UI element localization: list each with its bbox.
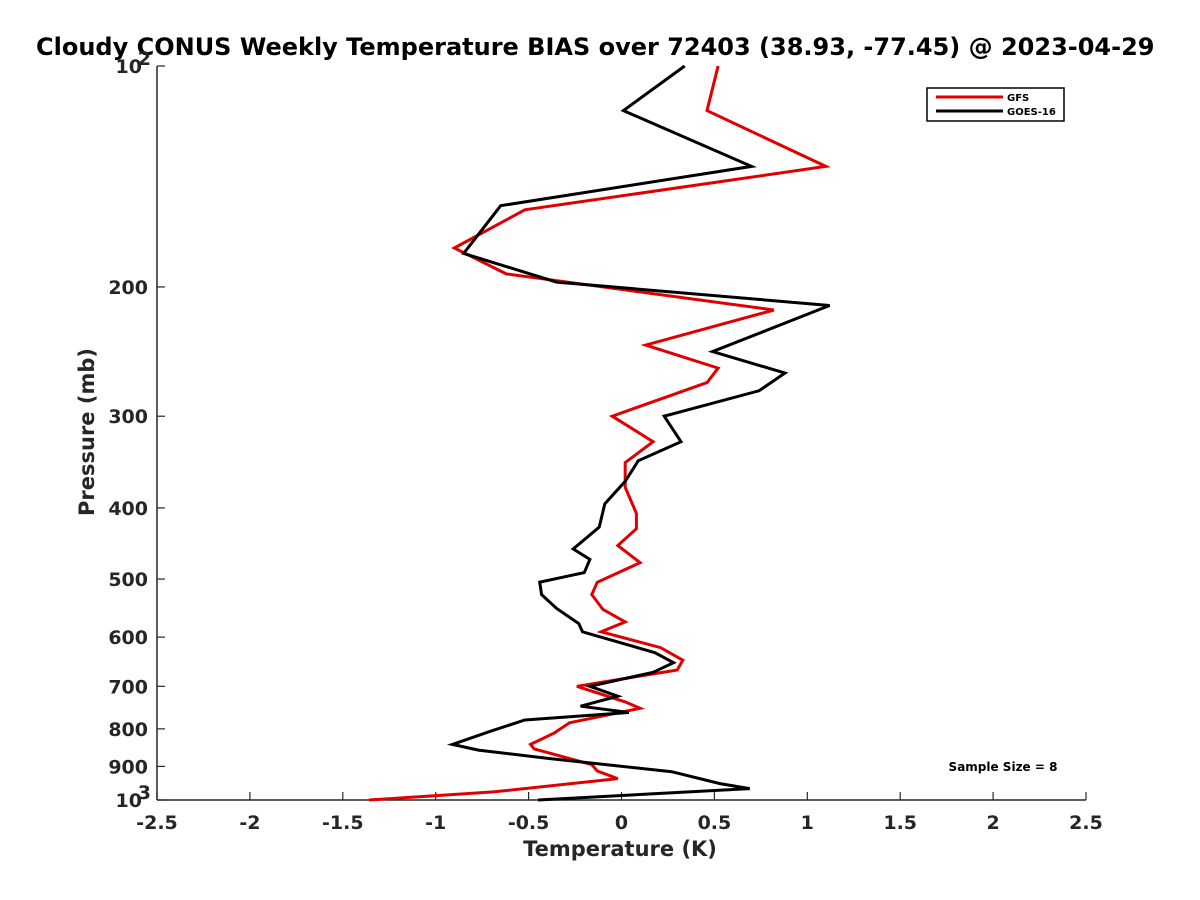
x-tick-label: 2.5 [1069, 812, 1103, 834]
y-tick-label: 800 [108, 719, 148, 741]
x-tick-label: -1.5 [322, 812, 364, 834]
x-tick-label: -2.5 [136, 812, 178, 834]
plot-area: -2.5 -2 -1.5 -1 -0.5 0 0.5 1 1.5 2 2.5102200300400… [108, 48, 1103, 834]
sample-size-annotation: Sample Size = 8 [949, 760, 1058, 774]
x-tick-label: 2 [986, 812, 999, 834]
chart-title: Cloudy CONUS Weekly Temperature BIAS ove… [36, 33, 1154, 61]
x-tick-label: 0.5 [698, 812, 732, 834]
y-tick-label: 600 [108, 627, 148, 649]
y-tick-label: 500 [108, 569, 148, 591]
x-tick-label: 1.5 [883, 812, 917, 834]
x-tick-label: 0 [615, 812, 628, 834]
series-line-gfs [368, 65, 832, 802]
legend-box [926, 87, 1065, 122]
y-tick-label: 10 [116, 56, 142, 78]
y-tick-exponent: 3 [138, 782, 151, 804]
y-tick-label: 200 [108, 277, 148, 299]
y-tick-label: 400 [108, 498, 148, 520]
x-tick-label: -2 [239, 812, 260, 834]
y-axis-label: Pressure (mb) [75, 348, 99, 516]
y-tick-label: 10 [116, 790, 142, 812]
y-tick-label: 900 [108, 756, 148, 778]
y-tick-label: 300 [108, 406, 148, 428]
legend-label: GOES-16 [1007, 107, 1056, 118]
y-tick-exponent: 2 [138, 48, 151, 70]
x-axis-label: Temperature (K) [523, 837, 717, 861]
x-tick-label: -0.5 [508, 812, 550, 834]
series-line-goes-16 [446, 64, 831, 802]
legend-label: GFS [1007, 93, 1029, 104]
x-tick-label: -1 [425, 812, 446, 834]
y-tick-label: 700 [108, 676, 148, 698]
x-tick-label: 1 [801, 812, 814, 834]
